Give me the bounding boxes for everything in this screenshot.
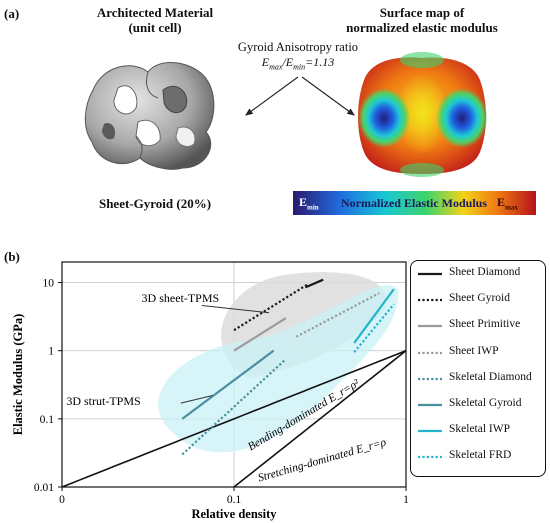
legend-item-skeletal-gyroid: Skeletal Gyroid [417,397,543,413]
surface-map-title-line1: Surface map of [379,5,465,20]
legend-label: Skeletal Diamond [449,370,532,383]
legend-label: Sheet Diamond [449,266,521,278]
annotation-strut-tpms: 3D strut-TPMS [66,394,140,408]
legend-item-sheet-gyroid: Sheet Gyroid [417,292,543,308]
guide-label-stretching: Stretching-dominated E_r=ρ [257,436,388,484]
series-line-sheet-diamond [304,278,324,289]
y-tick-label-3: 0.01 [34,482,54,494]
legend-label: Sheet IWP [449,344,499,357]
legend-swatch [418,403,442,407]
legend-swatch [418,272,442,276]
colorbar-min-label: Emin [299,195,319,212]
legend-swatch [418,377,442,380]
legend-swatch [418,351,442,354]
legend-swatch [418,325,442,328]
unit-cell-title-line2: (unit cell) [128,20,182,35]
arrow-right [301,76,355,116]
x-tick-label-0: 0 [59,494,65,506]
elastic-modulus-surface-map [358,52,488,177]
guide-line-0 [233,350,407,488]
legend-swatch [418,456,442,459]
series-line-skeletal-iwp [353,288,395,344]
anisotropy-expression: Emax/Emin=1.13 [261,55,335,72]
legend-item-sheet-primitive: Sheet Primitive [417,318,543,334]
legend-label: Skeletal FRD [449,449,512,462]
legend-label: Sheet Primitive [449,318,521,331]
series-line-skeletal-gyroid [181,349,275,420]
panel-b-label: (b) [4,249,20,264]
y-tick-label-2: 0.1 [40,414,55,426]
strut-tpms-region [158,285,399,453]
y-tick-label-1: 1 [48,346,54,358]
surface-map-title: Surface map of normalized elastic modulu… [322,5,522,35]
legend-swatch [418,299,442,302]
y-tick-label-0: 10 [43,278,55,290]
colorbar: Emin Normalized Elastic Modulus Emax [293,191,536,215]
x-tick-label-1: 0.1 [227,494,242,506]
legend-item-skeletal-diamond: Skeletal Diamond [417,371,543,387]
surface-map-title-line2: normalized elastic modulus [346,20,498,35]
legend-label: Skeletal IWP [449,423,510,436]
legend-item-sheet-diamond: Sheet Diamond [417,266,543,282]
series-line-sheet-gyroid [233,283,309,332]
series-line-skeletal-frd [353,303,395,353]
chart-legend: Sheet Diamond Sheet Gyroid Sheet Primitive… [410,260,546,477]
unit-cell-title: Architected Material (unit cell) [70,5,240,35]
arrow-left [245,76,299,116]
colorbar-max-label: Emax [497,195,518,212]
unit-cell-caption: Sheet-Gyroid (20%) [98,196,212,211]
series-line-sheet-primitive [233,317,287,352]
sheet-gyroid-unit-cell [84,62,215,170]
annotation-sheet-tpms: 3D sheet-TPMS [142,291,220,305]
unit-cell-title-line1: Architected Material [96,5,214,20]
legend-item-skeletal-frd: Skeletal FRD [417,449,543,465]
y-axis-title: Elastic Modulus (GPa) [11,314,25,436]
annotation-sheet-pointer [201,305,270,314]
anisotropy-arrows [245,76,355,116]
panel-a-label: (a) [4,6,20,21]
annotation-strut-pointer [180,395,213,404]
x-tick-label-2: 1 [403,494,409,506]
legend-item-sheet-iwp: Sheet IWP [417,345,543,361]
legend-label: Sheet Gyroid [449,292,511,305]
x-axis-title: Relative density [191,507,277,521]
legend-item-skeletal-iwp: Skeletal IWP [417,423,543,439]
legend-label: Skeletal Gyroid [449,397,522,409]
anisotropy-title: Gyroid Anisotropy ratio [237,40,359,54]
colorbar-label: Normalized Elastic Modulus [341,196,487,210]
legend-swatch [418,430,442,433]
guide-line-1 [61,349,407,488]
series-line-skeletal-diamond [181,358,287,456]
